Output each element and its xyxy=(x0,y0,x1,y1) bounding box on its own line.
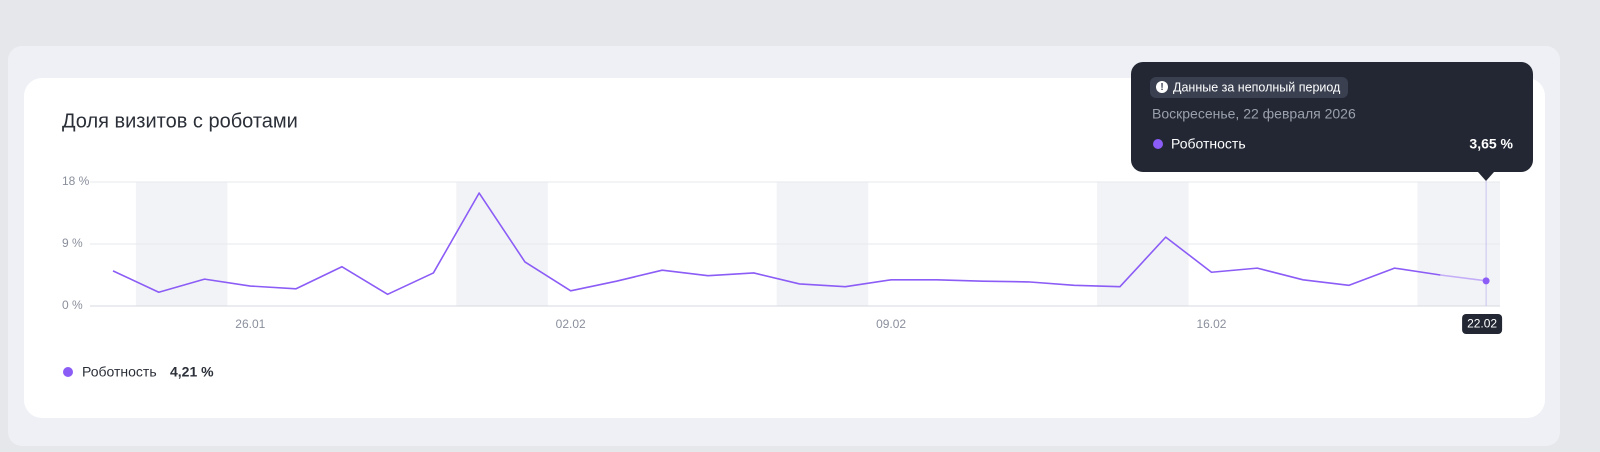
badge xyxy=(1150,77,1348,98)
x-tick-badge xyxy=(1462,314,1503,334)
tooltip-date: Воскресенье, 22 февраля 2026 xyxy=(1152,106,1356,122)
incomplete-segment xyxy=(1440,274,1487,282)
x-tick-label: 16.02 xyxy=(1196,317,1226,331)
badge-text: Данные за неполный период xyxy=(1173,80,1341,94)
badge-icon-mark: ! xyxy=(1160,82,1163,93)
y-tick-label: 18 % xyxy=(62,174,90,188)
x-tick-label: 02.02 xyxy=(556,317,586,331)
chart-title: Доля визитов с роботами xyxy=(62,110,298,132)
tooltip: ! Данные за неполный период Воскресенье,… xyxy=(1131,62,1533,181)
legend-total: 4,21 % xyxy=(170,364,214,380)
x-tick-label: 22.02 xyxy=(1467,317,1497,331)
legend-marker xyxy=(63,367,73,377)
y-tick-label: 0 % xyxy=(62,298,83,312)
series-line xyxy=(112,192,1441,296)
tooltip-arrow xyxy=(1478,172,1494,181)
y-tick-label: 9 % xyxy=(62,236,83,250)
x-tick-label: 09.02 xyxy=(876,317,906,331)
plot: 0 % 9 % 18 % 26.01 02.02 09.02 16.02 22.02 xyxy=(62,172,1503,334)
legend-label: Роботность xyxy=(82,364,157,380)
tooltip-series: Роботность xyxy=(1171,136,1246,152)
badge-icon xyxy=(1156,81,1168,93)
x-tick-label: 26.01 xyxy=(235,317,265,331)
hover-point xyxy=(1482,277,1490,285)
tooltip-marker xyxy=(1153,139,1163,149)
tooltip-value: 3,65 % xyxy=(1469,136,1513,152)
